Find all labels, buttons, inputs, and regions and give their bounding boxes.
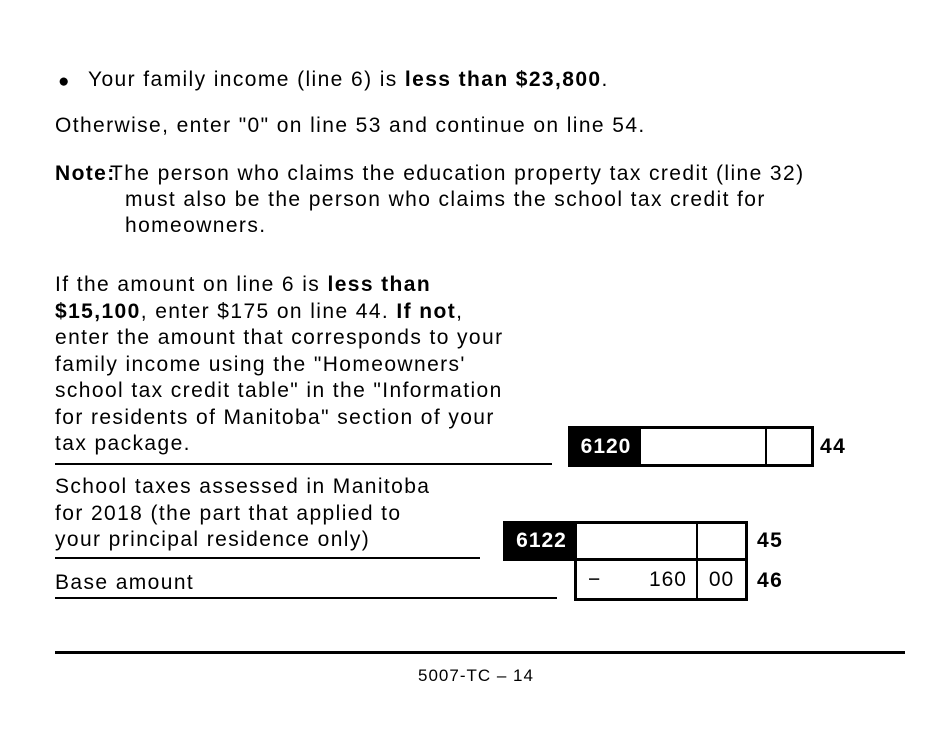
line44-field-box: 6120 bbox=[568, 426, 814, 467]
instruction-line-5: school tax credit table" in the "Informa… bbox=[55, 379, 503, 402]
line46-field-box: − 160 00 bbox=[574, 561, 748, 601]
school-taxes-line-2: for 2018 (the part that applied to bbox=[55, 501, 402, 525]
line45-cents-cell[interactable] bbox=[696, 524, 745, 558]
line44-amount-cell[interactable] bbox=[641, 429, 765, 464]
line46-cents-cell: 00 bbox=[696, 561, 745, 598]
line44-code-box: 6120 bbox=[571, 429, 641, 464]
note-line-2: must also be the person who claims the s… bbox=[125, 188, 766, 211]
line45-field-box: 6122 bbox=[503, 521, 748, 561]
school-taxes-line-1: School taxes assessed in Manitoba bbox=[55, 475, 431, 498]
eligibility-text-bold: less than $23,800 bbox=[404, 68, 602, 91]
line44-cents-cell[interactable] bbox=[765, 429, 811, 464]
eligibility-text-regular: Your family income (line 6) is bbox=[88, 68, 405, 91]
minus-operator: − bbox=[588, 567, 602, 591]
line45-code-box: 6122 bbox=[506, 524, 577, 558]
school-taxes-label: School taxes assessed in Manitoba for 20… bbox=[55, 474, 430, 554]
instruction-line-3: enter the amount that corresponds to you… bbox=[55, 326, 504, 349]
line44-number: 44 bbox=[820, 435, 847, 458]
line46-amount-value: 160 bbox=[648, 567, 687, 591]
footer-rule bbox=[55, 651, 905, 654]
eligibility-text-period: . bbox=[601, 68, 609, 91]
bullet-icon: ● bbox=[58, 71, 71, 92]
line45-number: 45 bbox=[757, 529, 784, 552]
instruction-line-1: If the amount on line 6 is less than bbox=[55, 273, 432, 296]
line45-amount-cell[interactable] bbox=[577, 524, 696, 558]
note-line-1: The person who claims the education prop… bbox=[110, 162, 805, 185]
line46-amount-cell: − 160 bbox=[577, 561, 696, 598]
base-amount-label: Base amount bbox=[55, 571, 195, 594]
note-line-3: homeowners. bbox=[125, 214, 267, 237]
note-label: Note: bbox=[55, 162, 116, 185]
otherwise-text: Otherwise, enter "0" on line 53 and cont… bbox=[55, 114, 646, 137]
divider-under-school-taxes bbox=[55, 557, 480, 559]
instruction-line-6: for residents of Manitoba" section of yo… bbox=[55, 405, 495, 429]
instruction-line-7: tax package. bbox=[55, 432, 191, 455]
line46-number: 46 bbox=[757, 569, 784, 592]
instruction-line-2: $15,100, enter $175 on line 44. If not, bbox=[55, 299, 464, 323]
eligibility-bullet-text: Your family income (line 6) is less than… bbox=[88, 66, 609, 94]
instruction-line-4: family income using the "Homeowners' bbox=[55, 352, 466, 376]
divider-under-base-amount bbox=[55, 597, 557, 599]
school-taxes-line-3: your principal residence only) bbox=[55, 528, 371, 551]
divider-under-instruction bbox=[55, 463, 552, 465]
footer-page-code: 5007-TC – 14 bbox=[418, 666, 534, 685]
instruction-paragraph: If the amount on line 6 is less than $15… bbox=[55, 272, 503, 458]
